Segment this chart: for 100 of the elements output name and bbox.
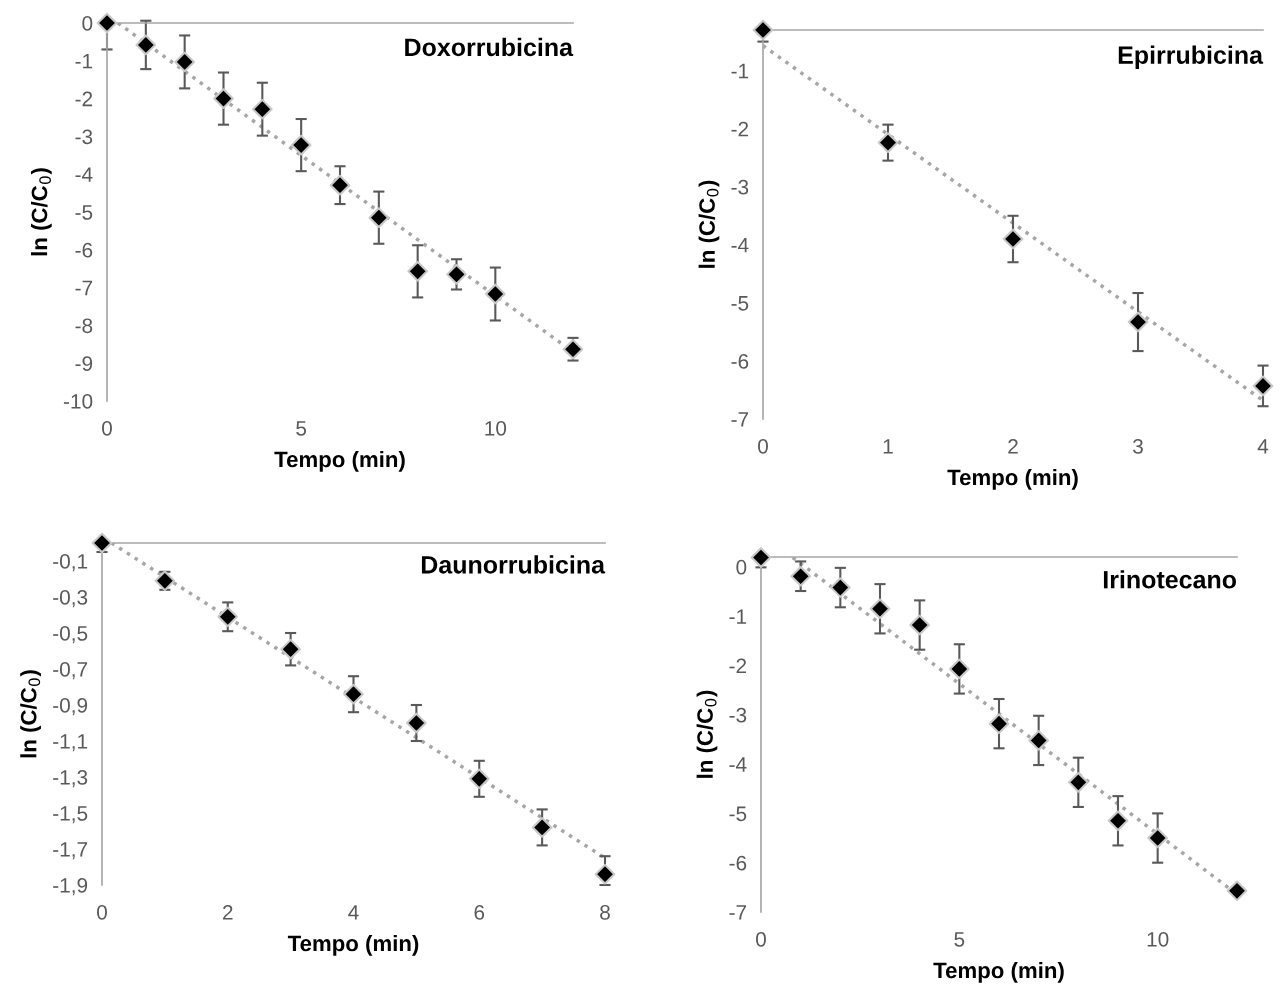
y-tick-label: -0,5 <box>53 626 88 644</box>
y-tick-label: -5 <box>75 205 93 220</box>
x-axis-title: Tempo (min) <box>933 961 1064 983</box>
x-tick-label: 4 <box>1257 439 1269 454</box>
point <box>1002 228 1024 250</box>
y-tick-label: -7 <box>731 412 749 427</box>
point <box>750 547 772 568</box>
point <box>96 12 118 34</box>
y-tick-label: -5 <box>729 806 747 822</box>
point <box>280 638 301 660</box>
point <box>1226 880 1248 902</box>
y-tick-label: -0,3 <box>53 590 88 608</box>
point <box>1107 810 1129 832</box>
point <box>988 713 1010 735</box>
point <box>869 598 891 620</box>
point <box>594 863 616 885</box>
y-tick-label: -6 <box>731 353 749 369</box>
x-tick-label: 0 <box>97 904 107 920</box>
point <box>217 606 239 628</box>
y-tick-label: -5 <box>731 296 749 311</box>
y-axis-title: ln (C/C$_{0}$) <box>20 670 41 758</box>
y-tick-label: -7 <box>75 280 93 296</box>
point <box>790 565 812 587</box>
y-tick-label: -2 <box>75 91 93 107</box>
y-tick-label: -1,1 <box>53 734 88 752</box>
point <box>446 264 467 285</box>
annotation: Irinotecano <box>1103 570 1237 589</box>
y-tick-label: -1,3 <box>53 770 88 788</box>
point <box>406 712 427 734</box>
annotation: Doxorrubicina <box>405 37 574 57</box>
y-tick-label: -2 <box>731 121 749 137</box>
x-tick-label: 5 <box>954 932 965 947</box>
point <box>484 283 506 305</box>
y-tick-label: -8 <box>75 318 93 334</box>
y-tick-label: -4 <box>75 167 93 182</box>
y-tick-label: -0,9 <box>53 698 88 716</box>
point <box>1028 730 1050 751</box>
point <box>1147 827 1169 849</box>
point <box>909 614 931 636</box>
x-tick-label: 0 <box>102 420 112 436</box>
y-axis-title: ln (C/C$_{0}$) <box>696 690 718 778</box>
y-tick-label: -2 <box>729 658 747 674</box>
point <box>290 134 312 156</box>
y-tick-label: -6 <box>75 242 93 258</box>
y-tick-label: -4 <box>731 238 749 253</box>
y-tick-label: 0 <box>736 559 747 575</box>
point <box>1067 771 1089 793</box>
point <box>1252 375 1274 397</box>
x-tick-label: 1 <box>883 439 893 454</box>
annotation: Daunorrubicina <box>421 555 606 574</box>
x-tick-label: 2 <box>1008 438 1018 454</box>
x-tick-label: 3 <box>1133 438 1143 454</box>
x-tick-label: 2 <box>223 904 233 920</box>
y-tick-label: -1 <box>729 609 747 624</box>
point <box>877 132 899 153</box>
y-tick-label: -1,9 <box>53 878 88 896</box>
x-tick-label: 8 <box>600 904 610 920</box>
point <box>368 207 390 229</box>
y-tick-label: -10 <box>63 394 93 409</box>
y-tick-label: -3 <box>729 707 747 723</box>
x-tick-label: 5 <box>296 421 307 436</box>
x-axis-title: Tempo (min) <box>947 468 1078 490</box>
x-axis-title: Tempo (min) <box>287 934 419 956</box>
y-tick-label: -4 <box>729 757 747 772</box>
y-tick-label: 0 <box>82 16 93 31</box>
y-tick-label: -0,7 <box>53 662 88 680</box>
point <box>531 817 553 838</box>
y-tick-label: -9 <box>75 356 93 371</box>
x-tick-label: 10 <box>1147 931 1169 947</box>
point <box>948 658 970 680</box>
point <box>829 577 851 598</box>
point <box>1127 311 1149 333</box>
annotation: Epirrubicina <box>1118 45 1264 69</box>
x-tick-label: 10 <box>485 420 507 436</box>
y-tick-label: -0,1 <box>53 554 88 572</box>
y-axis-title: ln (C/C$_{0}$) <box>31 168 52 256</box>
point <box>135 34 157 56</box>
y-tick-label: -6 <box>729 855 747 871</box>
x-tick-label: 0 <box>756 931 766 947</box>
y-tick-label: -3 <box>731 179 749 195</box>
point <box>752 19 774 41</box>
point <box>468 768 490 790</box>
point <box>343 683 364 705</box>
point <box>251 98 273 120</box>
x-tick-label: 6 <box>474 904 485 920</box>
x-axis-title: Tempo (min) <box>274 450 405 472</box>
x-tick-label: 4 <box>348 905 359 920</box>
point <box>407 260 429 282</box>
y-tick-label: -7 <box>729 905 747 920</box>
point <box>91 532 113 554</box>
point <box>213 88 234 109</box>
x-tick-label: 0 <box>758 438 768 454</box>
y-tick-label: -1 <box>75 54 93 69</box>
y-tick-label: -1,5 <box>53 806 88 824</box>
y-tick-label: -1,7 <box>53 842 88 860</box>
y-tick-label: -3 <box>75 129 93 145</box>
point <box>329 174 351 196</box>
point <box>174 51 196 73</box>
y-tick-label: -1 <box>731 63 749 79</box>
y-axis-title: ln (C/C$_{0}$) <box>698 180 720 268</box>
